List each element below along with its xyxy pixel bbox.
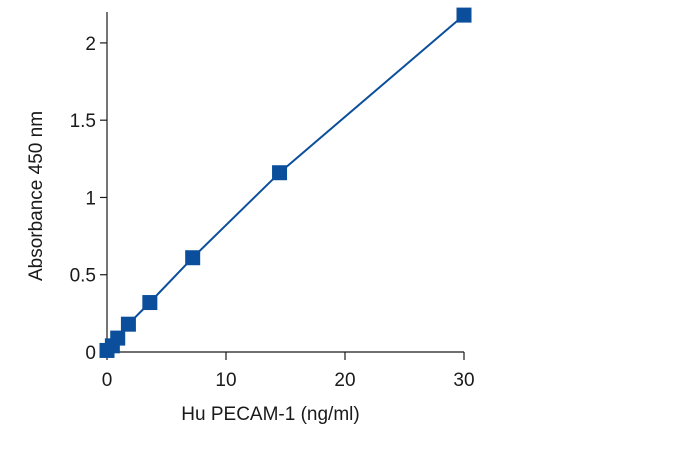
- y-tick-label: 1.5: [70, 111, 96, 132]
- data-point-marker: [185, 250, 201, 266]
- x-tick-label: 30: [453, 370, 474, 391]
- y-ticks: 0 0.5 1 1.5 2: [70, 34, 107, 364]
- y-tick-label: 1: [85, 188, 96, 209]
- axes: [106, 12, 464, 353]
- series-line: [106, 14, 465, 352]
- y-axis-title: Absorbance 450 nm: [26, 111, 47, 281]
- data-point-marker: [142, 295, 158, 311]
- data-point-marker: [272, 165, 288, 181]
- y-tick-label: 2: [85, 34, 96, 55]
- series: [99, 7, 472, 358]
- y-tick-label: 0.5: [70, 266, 96, 287]
- x-tick-label: 0: [102, 370, 113, 391]
- data-point-marker: [110, 330, 126, 346]
- x-tick-label: 20: [334, 370, 355, 391]
- data-point-marker: [456, 7, 472, 23]
- x-tick-label: 10: [215, 370, 236, 391]
- x-axis-title: Hu PECAM-1 (ng/ml): [181, 404, 359, 425]
- x-ticks: 0 10 20 30: [102, 352, 475, 391]
- data-point-marker: [120, 316, 136, 332]
- y-tick-label: 0: [85, 343, 96, 364]
